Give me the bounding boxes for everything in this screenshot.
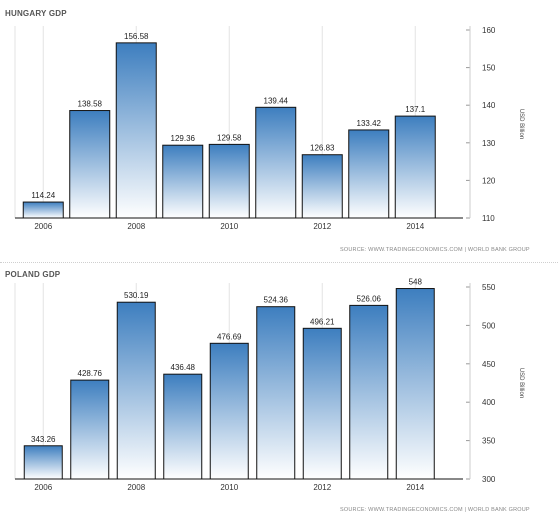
bar-2013 [349, 304, 389, 480]
hungary-gdp-chart: HUNGARY GDP 114.24 138.58 156.58 129.36 129.… [5, 9, 530, 253]
source-note: SOURCE: WWW.TRADINGECONOMICS.COM | WORLD… [340, 507, 530, 513]
data-label-2010: 129.58 [217, 133, 242, 142]
data-label-2007: 138.58 [78, 100, 103, 109]
data-label-2012: 496.21 [310, 317, 335, 326]
data-label-2011: 524.36 [264, 296, 289, 305]
y-tick-label: 130 [482, 139, 496, 148]
data-label-2009: 129.36 [171, 134, 196, 143]
chart-title: POLAND GDP [5, 270, 61, 279]
hungary-gdp-plot: 114.24 138.58 156.58 129.36 129.58 139.44 126.… [14, 26, 524, 231]
y-tick-label: 120 [482, 176, 496, 185]
data-label-2006: 114.24 [31, 191, 55, 200]
chart-title: HUNGARY GDP [5, 9, 67, 18]
poland-gdp-chart: POLAND GDP 343.26 428.76 530.19 436.48 476.6… [0, 262, 558, 514]
bar-2007 [70, 379, 110, 480]
poland-gdp-plot: 343.26 428.76 530.19 436.48 476.69 524.36 496.… [14, 278, 524, 492]
y-tick-label: 350 [482, 437, 496, 446]
bar-2012 [302, 327, 342, 480]
bar-2007 [69, 110, 111, 219]
bar-2011 [256, 306, 296, 480]
bar-2014 [394, 115, 436, 219]
y-tick-label: 550 [482, 283, 496, 292]
y-axis-title: USD Billion [518, 368, 524, 398]
bar-2006 [22, 201, 64, 219]
data-label-2011: 139.44 [264, 96, 289, 105]
bar-2008 [115, 42, 157, 219]
x-tick-label: 2014 [406, 222, 424, 231]
bar-2009 [162, 144, 204, 219]
y-tick-label: 500 [482, 321, 496, 330]
y-tick-label: 300 [482, 475, 496, 484]
data-label-2013: 133.42 [357, 119, 382, 128]
y-tick-label: 160 [482, 26, 496, 35]
data-label-2007: 428.76 [78, 369, 103, 378]
data-label-2010: 476.69 [217, 332, 242, 341]
source-note: SOURCE: WWW.TRADINGECONOMICS.COM | WORLD… [340, 247, 530, 253]
x-tick-label: 2006 [34, 222, 52, 231]
x-tick-label: 2006 [34, 483, 52, 492]
y-axis-title: USD Billion [518, 109, 524, 139]
bar-2010 [209, 342, 249, 480]
x-tick-label: 2008 [127, 483, 145, 492]
y-tick-label: 110 [482, 214, 495, 223]
panel-divider [0, 262, 558, 263]
bar-2006 [23, 445, 63, 480]
bar-2008 [116, 301, 156, 480]
x-tick-label: 2012 [313, 222, 331, 231]
data-label-2014: 137.1 [405, 105, 426, 114]
y-tick-label: 400 [482, 398, 496, 407]
x-tick-label: 2008 [127, 222, 145, 231]
x-tick-label: 2014 [406, 483, 424, 492]
y-tick-label: 140 [482, 101, 496, 110]
data-label-2009: 436.48 [171, 363, 196, 372]
x-tick-label: 2010 [220, 483, 238, 492]
bar-2014 [395, 288, 435, 480]
data-label-2006: 343.26 [31, 435, 56, 444]
data-label-2014: 548 [409, 278, 423, 287]
bar-2010 [208, 143, 250, 219]
data-label-2008: 530.19 [124, 291, 149, 300]
bar-2013 [348, 129, 390, 219]
data-label-2013: 526.06 [357, 294, 382, 303]
y-tick-label: 450 [482, 360, 496, 369]
data-label-2012: 126.83 [310, 144, 335, 153]
data-label-2008: 156.58 [124, 32, 149, 41]
y-tick-label: 150 [482, 64, 496, 73]
x-tick-label: 2010 [220, 222, 238, 231]
bar-2012 [301, 154, 343, 219]
bar-2011 [255, 106, 297, 219]
bar-2009 [163, 373, 203, 480]
x-tick-label: 2012 [313, 483, 331, 492]
